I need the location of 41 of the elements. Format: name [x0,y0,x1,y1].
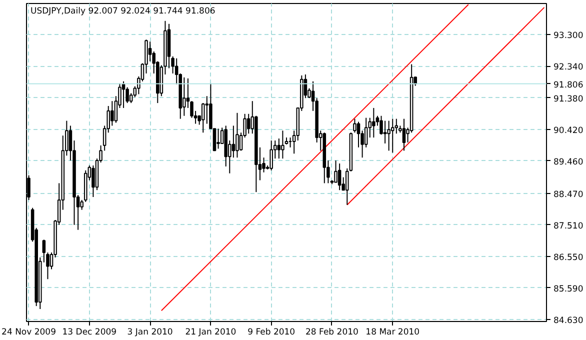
y-tick-label: 86.550 [554,252,584,263]
candlestick [110,100,114,126]
x-tick-label: 21 Jan 2010 [185,328,236,338]
candlestick [346,168,349,206]
y-tick-label: 84.630 [554,316,584,326]
y-tick-label: 93.300 [554,31,584,42]
candlestick [387,120,390,152]
x-tick-label: 9 Feb 2010 [248,328,296,338]
candlestick [270,140,273,171]
y-tick-label: 85.590 [554,284,584,294]
candlestick [281,130,284,160]
candlestick [353,118,356,134]
y-tick-label: 90.420 [554,126,584,136]
y-tick-label: 91.380 [554,94,584,104]
candlestick [390,118,394,154]
candlestick [246,113,250,134]
y-tick-label: 88.470 [554,190,584,200]
candlestick [232,125,236,158]
candlestick [394,118,398,134]
ref-line-label: 91.806 [554,80,584,90]
candlestick [334,160,338,183]
x-tick-label: 24 Nov 2009 [2,328,56,338]
candlestick [372,107,376,138]
candlestick [383,120,387,144]
candlestick [216,128,220,150]
x-tick-label: 28 Feb 2010 [306,328,358,338]
candlestick [148,41,152,62]
x-tick-label: 3 Jan 2010 [127,328,173,338]
candlestick [402,118,406,152]
candlestick [236,112,239,158]
y-tick-label: 89.460 [554,157,584,168]
x-tick-label: 18 Mar 2010 [366,328,420,338]
y-tick-label: 92.340 [554,62,584,73]
y-tick-label: 87.510 [554,221,584,232]
candlestick [288,137,292,148]
candlestick [356,121,360,148]
candlestick [182,76,186,116]
x-tick-label: 13 Dec 2009 [62,328,117,338]
chart-title: USDJPY,Daily 92.007 92.024 91.744 91.806 [30,6,216,16]
candlestick [338,162,342,191]
candlestick [277,138,281,160]
